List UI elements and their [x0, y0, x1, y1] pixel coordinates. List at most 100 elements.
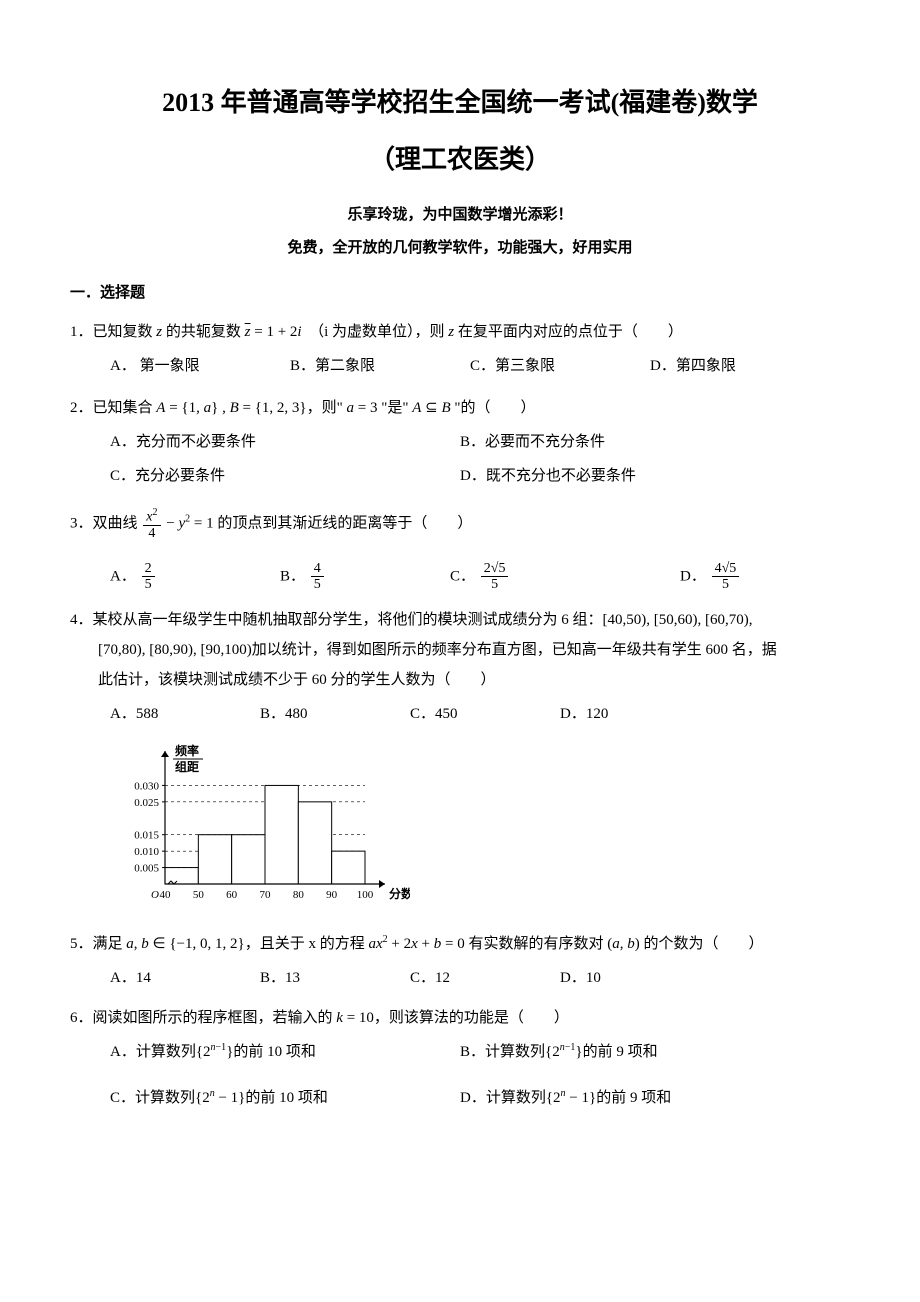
- q2-opt-c: C．充分必要条件: [110, 461, 460, 491]
- q5-opt-b: B．13: [260, 963, 410, 993]
- question-2: 2．已知集合 A = {1, a} , B = {1, 2, 3}，则" a =…: [70, 393, 850, 495]
- q3a-num: 2: [142, 561, 155, 577]
- q5-opt-d: D．10: [560, 963, 710, 993]
- svg-text:0.030: 0.030: [134, 780, 159, 792]
- question-1-text: 1．已知复数 z 的共轭复数 z = 1 + 2i （i 为虚数单位），则 z …: [70, 317, 850, 347]
- question-6: 6．阅读如图所示的程序框图，若输入的 k = 10，则该算法的功能是（ ） A．…: [70, 1003, 850, 1117]
- q2-t4: "的（ ）: [451, 400, 536, 416]
- question-2-text: 2．已知集合 A = {1, a} , B = {1, 2, 3}，则" a =…: [70, 393, 850, 423]
- q1-opt-d: D．第四象限: [650, 351, 830, 381]
- q3-opt-b: B． 45: [280, 561, 450, 593]
- q6d-pre: D．计算数列: [460, 1090, 546, 1106]
- q4-opt-c: C．450: [410, 699, 560, 729]
- q6-opt-c: C．计算数列{2n − 1}的前 10 项和: [110, 1083, 460, 1113]
- histogram-svg: 0.0050.0100.0150.0250.030405060708090100…: [110, 739, 410, 909]
- section-header: 一．选择题: [70, 280, 850, 307]
- q5-t1: 满足: [93, 936, 127, 952]
- q4-opt-d: D．120: [560, 699, 710, 729]
- q3c-den: 5: [481, 577, 509, 592]
- q6-opt-b: B．计算数列{2n−1}的前 9 项和: [460, 1037, 810, 1067]
- svg-text:60: 60: [226, 889, 238, 901]
- svg-text:组距: 组距: [175, 759, 199, 774]
- q6-opt-d: D．计算数列{2n − 1}的前 9 项和: [460, 1083, 810, 1113]
- svg-text:分数: 分数: [389, 886, 410, 901]
- q6a-pre: A．计算数列: [110, 1044, 196, 1060]
- question-4-text: 4．某校从高一年级学生中随机抽取部分学生，将他们的模块测试成绩分为 6 组：[4…: [70, 605, 850, 695]
- title-line1: 2013 年普通高等学校招生全国统一考试(福建卷)数学: [70, 80, 850, 127]
- svg-text:O: O: [151, 889, 159, 901]
- q3-t2: 的顶点到其渐近线的距离等于（ ）: [214, 515, 473, 531]
- q3d-den: 5: [712, 577, 740, 592]
- svg-text:0.025: 0.025: [134, 797, 159, 809]
- svg-text:90: 90: [326, 889, 338, 901]
- q2-t2: ，则": [307, 400, 347, 416]
- q6-options: A．计算数列{2n−1}的前 10 项和 B．计算数列{2n−1}的前 9 项和…: [70, 1037, 850, 1117]
- q6-t2: ，则该算法的功能是（ ）: [374, 1010, 569, 1026]
- q1-num: 1．: [70, 324, 93, 340]
- q1-t3: （i 为虚数单位），则: [309, 324, 448, 340]
- q3-opt-a: A． 25: [110, 561, 280, 593]
- q4-options: A．588 B．480 C．450 D．120: [70, 699, 850, 729]
- q4-opt-a: A．588: [110, 699, 260, 729]
- histogram: 0.0050.0100.0150.0250.030405060708090100…: [110, 739, 850, 909]
- q3c-num: 2√5: [481, 561, 509, 577]
- q2-t3: "是": [377, 400, 412, 416]
- q6-num: 6．: [70, 1010, 93, 1026]
- q1-options: A． 第一象限 B．第二象限 C．第三象限 D．第四象限: [70, 351, 850, 381]
- q1-t2: 的共轭复数: [162, 324, 241, 340]
- q5-t2: ，且关于 x 的方程: [245, 936, 369, 952]
- q4-num: 4．: [70, 612, 93, 628]
- svg-text:40: 40: [160, 889, 172, 901]
- q3-opt-c: C． 2√55: [450, 561, 620, 593]
- q3d-label: D．: [680, 568, 706, 584]
- q3-num: 3．: [70, 515, 93, 531]
- q2-opt-a: A．充分而不必要条件: [110, 427, 460, 457]
- svg-text:80: 80: [293, 889, 305, 901]
- svg-text:100: 100: [357, 889, 374, 901]
- q1-opt-a: A． 第一象限: [110, 351, 290, 381]
- q2-options: A．充分而不必要条件 B．必要而不充分条件 C．充分必要条件 D．既不充分也不必…: [70, 427, 850, 495]
- q1-t4: 在复平面内对应的点位于（ ）: [454, 324, 683, 340]
- q3d-num: 4√5: [712, 561, 740, 577]
- q5-t3: 有实数解的有序数对: [465, 936, 608, 952]
- q3a-label: A．: [110, 568, 136, 584]
- q2-t1: 已知集合: [93, 400, 157, 416]
- svg-text:70: 70: [260, 889, 272, 901]
- q2-opt-d: D．既不充分也不必要条件: [460, 461, 810, 491]
- q5-t4: 的个数为（ ）: [640, 936, 764, 952]
- q5-opt-c: C．12: [410, 963, 560, 993]
- q6-opt-a: A．计算数列{2n−1}的前 10 项和: [110, 1037, 460, 1067]
- q3-options: A． 25 B． 45 C． 2√55 D． 4√55: [70, 561, 850, 593]
- svg-text:0.015: 0.015: [134, 830, 159, 842]
- slogan-1: 乐享玲珑，为中国数学增光添彩！: [70, 202, 850, 229]
- q5-options: A．14 B．13 C．12 D．10: [70, 963, 850, 993]
- q4-l3: 此估计，该模块测试成绩不少于 60 分的学生人数为（ ）: [70, 672, 496, 688]
- q5-opt-a: A．14: [110, 963, 260, 993]
- svg-text:0.010: 0.010: [134, 846, 159, 858]
- q3b-num: 4: [311, 561, 324, 577]
- q4-opt-b: B．480: [260, 699, 410, 729]
- q2-opt-b: B．必要而不充分条件: [460, 427, 810, 457]
- q3a-den: 5: [142, 577, 155, 592]
- title-line2: （理工农医类）: [70, 137, 850, 184]
- q1-t1: 已知复数: [93, 324, 157, 340]
- q4-l2: [70,80), [80,90), [90,100)加以统计，得到如图所示的频率…: [70, 642, 777, 658]
- q1-opt-c: C．第三象限: [470, 351, 650, 381]
- question-3-text: 3．双曲线 x24 − y2 = 1 的顶点到其渐近线的距离等于（ ）: [70, 507, 850, 541]
- q4-l1: 某校从高一年级学生中随机抽取部分学生，将他们的模块测试成绩分为 6 组：[40,…: [93, 612, 753, 628]
- question-6-text: 6．阅读如图所示的程序框图，若输入的 k = 10，则该算法的功能是（ ）: [70, 1003, 850, 1033]
- svg-text:频率: 频率: [175, 743, 199, 758]
- q3b-den: 5: [311, 577, 324, 592]
- q2-num: 2．: [70, 400, 93, 416]
- q3c-label: C．: [450, 568, 475, 584]
- q6-t1: 阅读如图所示的程序框图，若输入的: [93, 1010, 337, 1026]
- svg-text:0.005: 0.005: [134, 862, 159, 874]
- question-3: 3．双曲线 x24 − y2 = 1 的顶点到其渐近线的距离等于（ ） A． 2…: [70, 507, 850, 593]
- question-5-text: 5．满足 a, b ∈ {−1, 0, 1, 2}，且关于 x 的方程 ax2 …: [70, 929, 850, 959]
- question-4: 4．某校从高一年级学生中随机抽取部分学生，将他们的模块测试成绩分为 6 组：[4…: [70, 605, 850, 909]
- q6a-post: 的前 10 项和: [233, 1044, 316, 1060]
- q5-num: 5．: [70, 936, 93, 952]
- question-5: 5．满足 a, b ∈ {−1, 0, 1, 2}，且关于 x 的方程 ax2 …: [70, 929, 850, 993]
- q1-opt-b: B．第二象限: [290, 351, 470, 381]
- q6c-pre: C．计算数列: [110, 1090, 195, 1106]
